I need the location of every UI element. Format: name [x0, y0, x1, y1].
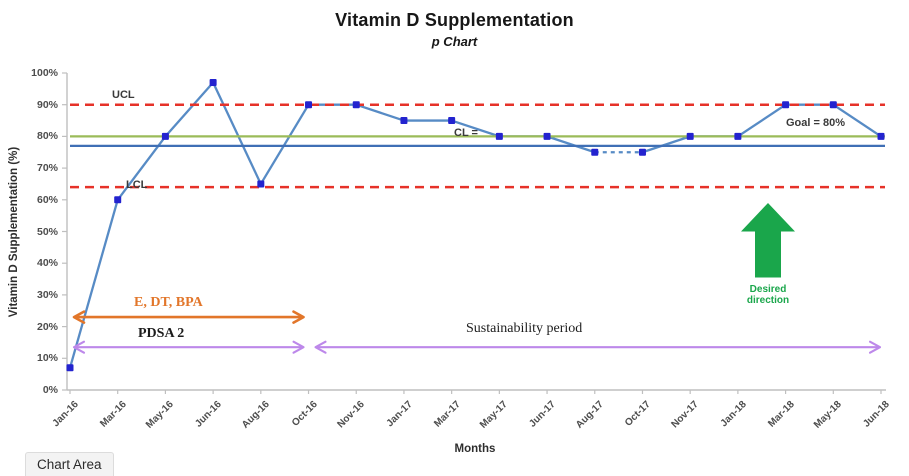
- desired-direction-label: Desired direction: [746, 284, 790, 306]
- data-point-marker[interactable]: [782, 101, 790, 109]
- data-point-marker[interactable]: [686, 132, 694, 140]
- arrowhead: [292, 340, 305, 354]
- lcl-label: LCL: [126, 179, 148, 191]
- data-point-marker[interactable]: [400, 117, 408, 125]
- series-line-segment: [259, 104, 310, 185]
- arrowhead: [868, 340, 882, 354]
- data-point-marker[interactable]: [591, 148, 599, 156]
- data-point-marker[interactable]: [495, 132, 503, 140]
- data-point-marker[interactable]: [352, 101, 360, 109]
- y-tick-label: 50%: [36, 225, 58, 238]
- series-line-segment: [212, 82, 262, 185]
- arrowhead: [72, 340, 86, 354]
- data-point-marker[interactable]: [257, 180, 265, 188]
- chart-subtitle: p Chart: [431, 34, 478, 49]
- data-point-marker[interactable]: [114, 196, 122, 204]
- series-line-segment: [451, 119, 500, 138]
- ucl-label: UCL: [112, 89, 135, 101]
- series-line-segment: [164, 81, 214, 138]
- data-point-marker[interactable]: [305, 101, 313, 109]
- data-point-marker[interactable]: [877, 132, 885, 140]
- cl-label: CL =: [454, 127, 478, 139]
- goal-label: Goal = 80%: [786, 117, 846, 129]
- y-tick-label: 30%: [36, 288, 58, 301]
- y-tick-label: 40%: [36, 257, 58, 270]
- y-tick-label: 70%: [36, 162, 58, 175]
- data-point-marker[interactable]: [209, 79, 217, 87]
- data-point-marker[interactable]: [66, 364, 74, 372]
- y-tick-label: 90%: [36, 98, 58, 111]
- data-point-marker[interactable]: [638, 148, 646, 156]
- y-tick-label: 10%: [36, 352, 58, 365]
- y-tick-label: 60%: [36, 193, 58, 206]
- pdsa-label: PDSA 2: [138, 326, 185, 341]
- series-line-segment: [355, 103, 405, 122]
- data-point-marker[interactable]: [829, 101, 837, 109]
- series-line-segment: [68, 199, 119, 369]
- series-line-segment: [737, 103, 787, 138]
- chart-title: Vitamin D Supplementation: [335, 10, 574, 30]
- series-line-segment: [642, 135, 691, 154]
- chart-area-tooltip[interactable]: Chart Area: [25, 452, 114, 476]
- intervention-label: E, DT, BPA: [134, 295, 203, 310]
- y-tick-label: 100%: [31, 67, 58, 79]
- series-line-segment: [832, 103, 882, 138]
- data-point-marker[interactable]: [161, 132, 169, 140]
- series-line-segment: [546, 135, 596, 154]
- data-point-marker[interactable]: [734, 132, 742, 140]
- y-tick-label: 0%: [42, 384, 58, 396]
- x-axis-title: Months: [454, 443, 496, 455]
- desired-direction-arrow: [741, 202, 795, 278]
- arrowhead: [292, 310, 305, 324]
- data-point-marker[interactable]: [543, 132, 551, 140]
- y-tick-label: 80%: [36, 130, 58, 143]
- sustainability-label: Sustainability period: [466, 321, 583, 336]
- arrowhead: [314, 340, 327, 354]
- data-point-marker[interactable]: [448, 117, 456, 125]
- arrowhead: [72, 310, 86, 324]
- y-tick-label: 20%: [36, 320, 58, 333]
